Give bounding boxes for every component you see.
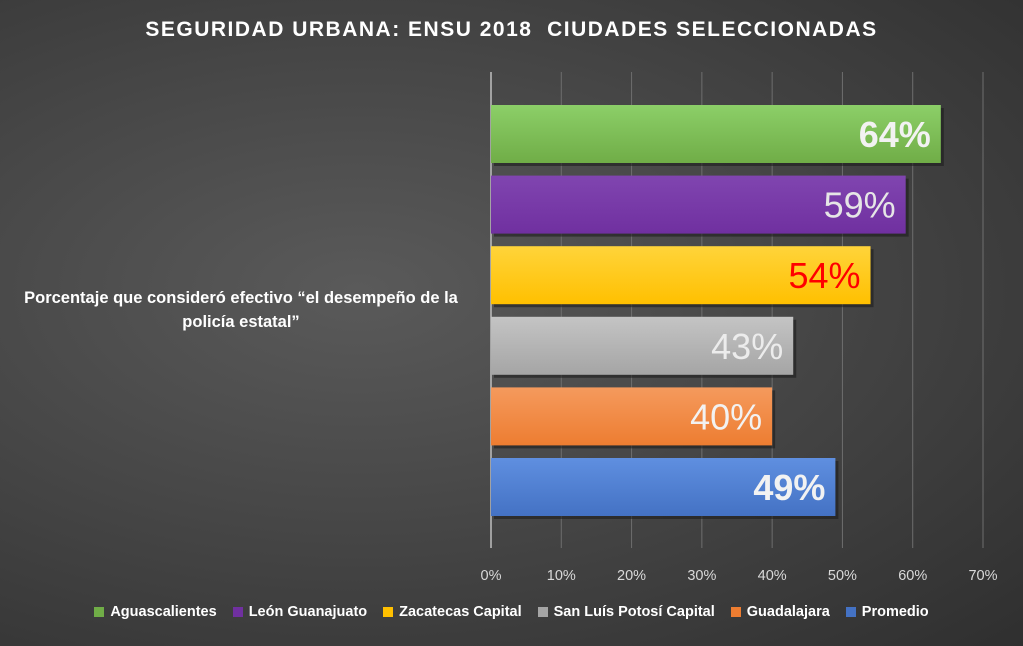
legend-label: Promedio: [861, 604, 929, 620]
bar-data-label: 59%: [824, 185, 896, 226]
legend-label: León Guanajuato: [248, 604, 368, 620]
legend-label: Aguascalientes: [110, 604, 217, 620]
legend-item: Promedio: [845, 604, 929, 620]
legend-label: Zacatecas Capital: [399, 604, 522, 620]
bar-zacatecas-capital: [491, 246, 871, 305]
legend-swatch: [383, 607, 394, 617]
legend-swatch: [730, 607, 741, 617]
bar-san-lu-s-potos-capital: [491, 316, 794, 375]
legend-item: León Guanajuato: [232, 604, 368, 620]
x-tick-label: 20%: [617, 568, 646, 584]
bar-guadalajara: [491, 387, 773, 446]
bar-aguascalientes: [491, 105, 941, 163]
legend-item: Aguascalientes: [94, 604, 217, 620]
bar-le-n-guanajuato: [491, 175, 906, 234]
bar-data-label: 40%: [690, 396, 762, 437]
category-axis-label: Porcentaje que consideró efectivo “el de…: [24, 289, 458, 331]
legend-swatch: [232, 607, 243, 617]
bar-data-label: 43%: [711, 326, 783, 367]
bar-data-label: 49%: [753, 467, 825, 508]
bars: 64% 59% 54%43% 40% 49%: [491, 105, 944, 519]
legend-swatch: [537, 607, 548, 617]
legend-item: Zacatecas Capital: [383, 604, 522, 620]
legend-swatch: [94, 607, 105, 617]
x-tick-label: 30%: [687, 568, 716, 584]
bar-data-label: 54%: [788, 255, 860, 296]
x-tick-label: 70%: [968, 568, 997, 584]
x-tick-label: 50%: [828, 568, 857, 584]
x-tick-label: 0%: [481, 568, 502, 584]
legend: Aguascalientes León Guanajuato Zacatecas C…: [0, 604, 1023, 620]
bar-data-label: 64%: [859, 114, 931, 155]
legend-label: Guadalajara: [746, 604, 830, 620]
legend-item: Guadalajara: [730, 604, 830, 620]
x-tick-label: 40%: [758, 568, 787, 584]
x-tick-label: 60%: [898, 568, 927, 584]
x-tick-label: 10%: [547, 568, 576, 584]
legend-swatch: [845, 607, 856, 617]
bar-promedio: [491, 458, 836, 516]
chart-title: SEGURIDAD URBANA: ENSU 2018 CIUDADES SEL…: [145, 18, 878, 41]
x-axis-ticks: 0% 10% 20% 30% 40% 50% 60% 70%: [481, 568, 998, 584]
legend-label: San Luís Potosí Capital: [553, 604, 715, 620]
legend-item: San Luís Potosí Capital: [537, 604, 715, 620]
